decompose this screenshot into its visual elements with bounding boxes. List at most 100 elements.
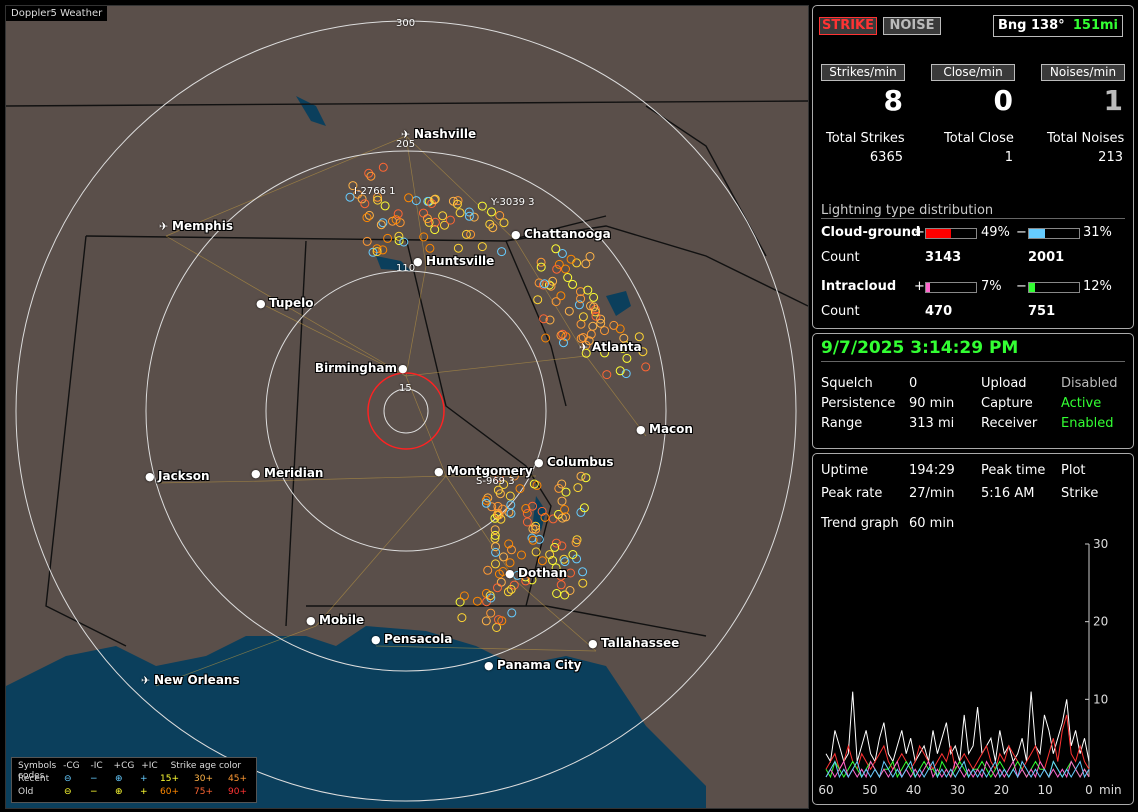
status-value: Enabled [1061, 416, 1114, 431]
strike-stats-panel: STRIKE NOISE Bng 138° 151mi Strikes/min … [812, 5, 1134, 329]
map-canvas [6, 6, 808, 808]
x-tick-label: 60 [818, 783, 833, 797]
strike-marker [363, 214, 371, 222]
strike-marker [586, 253, 594, 261]
strike-marker [420, 209, 428, 217]
noises-per-min-value: 1 [1063, 84, 1123, 117]
strike-marker [590, 293, 598, 301]
close-per-min-value: 0 [953, 84, 1013, 117]
city-label: Chattanooga [524, 227, 611, 241]
cg-count-label: Count [821, 250, 860, 265]
lightning-map[interactable]: 300 205 110 15 ✈ Nashville ✈ Memphis ● Chatta… [5, 5, 809, 809]
city-dot-icon: ● [434, 465, 444, 478]
neg-cg-recent-icon: ⊖ [64, 774, 72, 784]
airport-icon: ✈ [401, 128, 410, 141]
cg-pos-sign: + [914, 225, 925, 240]
x-tick-label: 30 [950, 783, 965, 797]
cg-pos-bar [925, 228, 977, 239]
strike-marker [508, 609, 516, 617]
legend-pos-ic: +IC [141, 761, 157, 771]
strike-marker [482, 617, 490, 625]
strike-marker [492, 560, 500, 568]
legend-recent-label: Recent [18, 774, 49, 784]
strike-marker [494, 584, 502, 592]
city-label: Tupelo [269, 296, 314, 310]
strike-marker [500, 219, 508, 227]
strike-marker [506, 559, 514, 567]
bearing-label: Bng 138° [998, 18, 1065, 33]
strike-marker [558, 497, 566, 505]
trend-series-line [826, 762, 1089, 778]
ic-pos-bar [925, 282, 977, 293]
close-per-min-label: Close/min [931, 64, 1015, 81]
ic-neg-pct: 12% [1083, 279, 1112, 294]
strike-marker [642, 363, 650, 371]
neg-cg-old-icon: ⊖ [64, 787, 72, 797]
highway-label: S-969 3 [476, 476, 515, 487]
strike-marker [379, 246, 387, 254]
peak-time-value: 5:16 AM [981, 486, 1034, 501]
city-label: New Orleans [154, 673, 240, 687]
strike-button[interactable]: STRIKE [819, 17, 877, 35]
legend-header: Symbols -CG -IC +CG +IC Strike age color… [18, 761, 256, 781]
strike-marker [507, 501, 515, 509]
strike-marker [496, 212, 504, 220]
strike-marker [488, 208, 496, 216]
strike-marker [566, 587, 574, 595]
city-label: Jackson [158, 469, 210, 483]
city-dot-icon: ● [484, 659, 494, 672]
uptime-value: 194:29 [909, 463, 955, 478]
age-15: 15+ [160, 774, 179, 784]
strike-marker [538, 557, 546, 565]
strike-marker [549, 515, 557, 523]
strike-marker [523, 518, 531, 526]
status-key: Receiver [981, 416, 1037, 431]
strike-marker [562, 488, 570, 496]
plot-value[interactable]: Strike [1061, 486, 1098, 501]
ic-pos-count: 470 [925, 304, 952, 319]
trend-label: Trend graph [821, 516, 899, 531]
total-strikes-label: Total Strikes [826, 131, 905, 146]
ic-neg-bar [1028, 282, 1080, 293]
ic-count-label: Count [821, 304, 860, 319]
strike-marker [458, 614, 466, 622]
city-label: Pensacola [384, 632, 452, 646]
strike-marker [553, 590, 561, 598]
x-tick-label: 20 [994, 783, 1009, 797]
age-75: 75+ [194, 787, 213, 797]
strike-marker [379, 163, 387, 171]
strike-marker [534, 296, 542, 304]
age-90: 90+ [228, 787, 247, 797]
airport-icon: ✈ [159, 220, 168, 233]
ic-pos-pct: 7% [981, 279, 1002, 294]
city-dot-icon: ● [534, 456, 544, 469]
trend-value[interactable]: 60 min [909, 516, 954, 531]
city-dot-icon: ● [306, 614, 316, 627]
city-label: Columbus [547, 455, 614, 469]
legend-neg-cg: -CG [63, 761, 80, 771]
cg-neg-pct: 31% [1083, 225, 1112, 240]
city-dot-icon: ● [145, 470, 155, 483]
strike-marker [507, 509, 515, 517]
strike-marker [484, 566, 492, 574]
trend-graph: 30201060 50 40 30 20 10 0 min [813, 532, 1133, 802]
x-tick-label: 0 [1085, 783, 1093, 797]
status-key: Squelch [821, 376, 873, 391]
noise-button[interactable]: NOISE [883, 17, 941, 35]
strike-marker [616, 325, 624, 333]
peak-rate-value: 27/min [909, 486, 954, 501]
strike-marker [460, 592, 468, 600]
status-value: Active [1061, 396, 1101, 411]
strike-marker [426, 244, 434, 252]
distance-label: 151mi [1073, 18, 1118, 33]
city-dot-icon: ● [398, 362, 408, 375]
ring-label: 300 [396, 18, 415, 29]
x-axis-label: min [1099, 783, 1122, 797]
strike-marker [577, 320, 585, 328]
city-label: Dothan [518, 566, 567, 580]
intracloud-label: Intracloud [821, 279, 896, 294]
airport-icon: ✈ [579, 341, 588, 354]
strike-marker [567, 569, 575, 577]
map-legend: Symbols -CG -IC +CG +IC Strike age color… [11, 757, 257, 803]
status-value: 90 min [909, 396, 954, 411]
